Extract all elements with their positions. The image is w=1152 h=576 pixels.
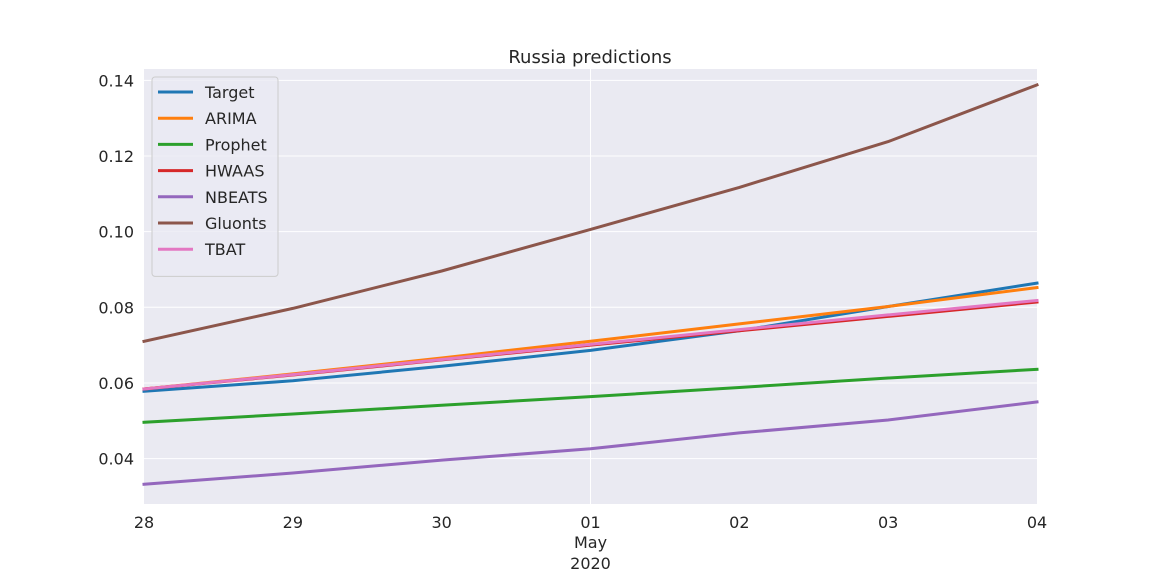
x-secondary-label: May xyxy=(574,533,607,552)
x-tick-label: 03 xyxy=(878,513,898,532)
legend-label: HWAAS xyxy=(205,162,264,181)
y-tick-label: 0.06 xyxy=(98,374,134,393)
y-tick-label: 0.04 xyxy=(98,450,134,469)
legend: Target ARIMA Prophet HWAAS NBEATS Gluonts TBAT xyxy=(151,76,279,277)
series-lines xyxy=(142,82,1039,486)
x-tick-label: 29 xyxy=(283,513,303,532)
series-line-gluonts xyxy=(142,82,1039,344)
x-tick-label: 04 xyxy=(1027,513,1047,532)
series-line-nbeats xyxy=(142,400,1039,486)
x-tick-label: 02 xyxy=(729,513,749,532)
legend-label: Target xyxy=(204,83,255,102)
legend-label: NBEATS xyxy=(205,188,268,207)
series-line-tbat xyxy=(142,298,1039,391)
y-tick-label: 0.14 xyxy=(98,71,134,90)
y-axis: 0.04 0.06 0.08 0.10 0.12 0.14 xyxy=(98,71,134,468)
chart-title: Russia predictions xyxy=(508,47,671,68)
x-axis: 28 29 30 01 02 03 04 May 2020 xyxy=(134,513,1047,573)
y-tick-label: 0.10 xyxy=(98,223,134,242)
x-secondary-label: 2020 xyxy=(570,554,611,573)
legend-label: TBAT xyxy=(204,240,245,259)
legend-box xyxy=(151,76,279,277)
legend-label: Gluonts xyxy=(205,214,267,233)
series-line-prophet xyxy=(142,367,1039,424)
x-tick-label: 30 xyxy=(431,513,451,532)
x-tick-label: 28 xyxy=(134,513,154,532)
y-tick-label: 0.08 xyxy=(98,298,134,317)
y-tick-label: 0.12 xyxy=(98,147,134,166)
legend-label: Prophet xyxy=(205,135,267,154)
legend-label: ARIMA xyxy=(205,109,257,128)
x-tick-label: 01 xyxy=(580,513,600,532)
